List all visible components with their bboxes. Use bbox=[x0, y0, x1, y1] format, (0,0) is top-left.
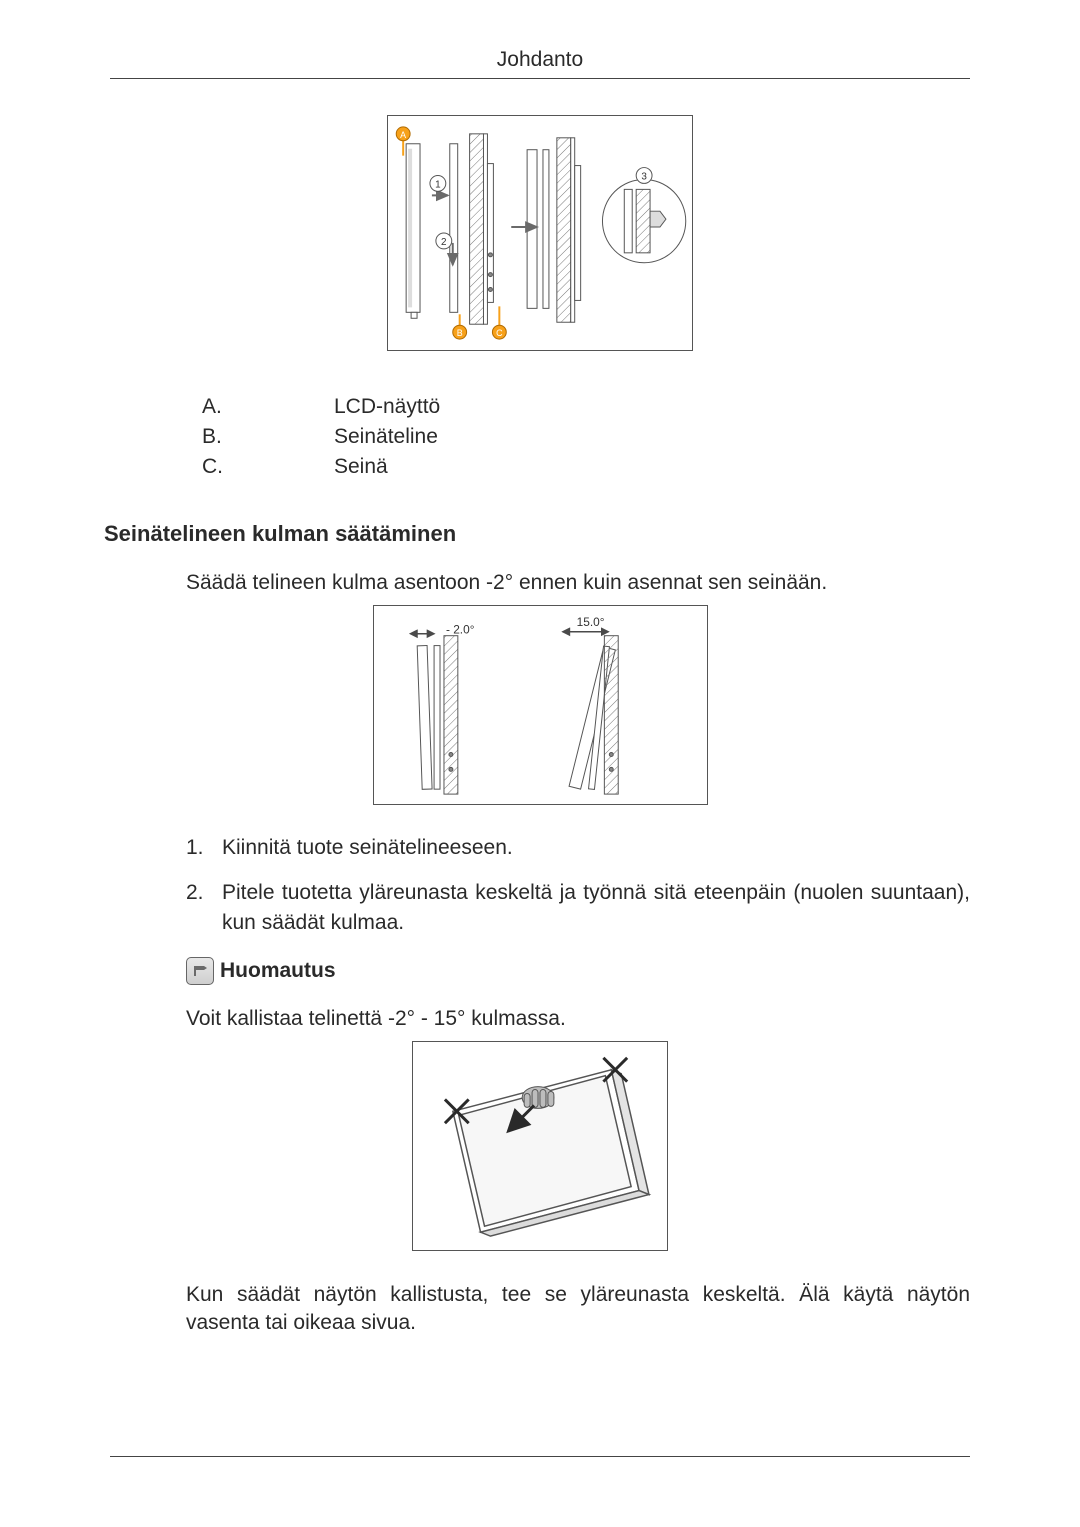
page-header: Johdanto bbox=[110, 48, 970, 79]
step-number: 2. bbox=[186, 878, 222, 939]
figure1-marker-c: C bbox=[496, 328, 503, 338]
intro-text: Säädä telineen kulma asentoon -2° ennen … bbox=[186, 569, 970, 597]
angle-neg-label: - 2.0° bbox=[445, 623, 474, 637]
step-number: 1. bbox=[186, 833, 222, 863]
note-row: Huomautus bbox=[186, 957, 970, 985]
step-item: 2. Pitele tuotetta yläreunasta keskeltä … bbox=[186, 878, 970, 939]
figure1-marker-b: B bbox=[457, 328, 463, 338]
document-page: Johdanto bbox=[0, 0, 1080, 1527]
figure-tilt-center bbox=[412, 1041, 668, 1251]
angle-pos-label: 15.0° bbox=[576, 615, 604, 629]
step-text: Kiinnitä tuote seinätelineeseen. bbox=[222, 833, 970, 863]
legend-letter: A. bbox=[202, 393, 332, 421]
legend-letter: B. bbox=[202, 423, 332, 451]
legend-label: Seinä bbox=[334, 453, 440, 481]
legend-label: Seinäteline bbox=[334, 423, 440, 451]
figure1-step-3: 3 bbox=[641, 171, 647, 182]
legend-row-c: C. Seinä bbox=[202, 453, 440, 481]
legend-label: LCD-näyttö bbox=[334, 393, 440, 421]
note-body: Voit kallistaa telinettä -2° - 15° kulma… bbox=[186, 1005, 970, 1033]
figure1-marker-a: A bbox=[400, 130, 406, 140]
legend-row-b: B. Seinäteline bbox=[202, 423, 440, 451]
figure-angle-adjust: - 2.0° 15.0° bbox=[373, 605, 708, 805]
footer-rule bbox=[110, 1456, 970, 1457]
section-heading: Seinätelineen kulman säätäminen bbox=[104, 521, 970, 547]
closing-text: Kun säädät näytön kallistusta, tee se yl… bbox=[186, 1281, 970, 1338]
figure-wall-mount-assembly: 1 2 A B C 3 bbox=[387, 115, 693, 351]
legend-letter: C. bbox=[202, 453, 332, 481]
step-text: Pitele tuotetta yläreunasta keskeltä ja … bbox=[222, 878, 970, 939]
figure1-step-1: 1 bbox=[435, 179, 441, 190]
note-icon bbox=[186, 957, 214, 985]
legend-row-a: A. LCD-näyttö bbox=[202, 393, 440, 421]
step-item: 1. Kiinnitä tuote seinätelineeseen. bbox=[186, 833, 970, 863]
legend-table: A. LCD-näyttö B. Seinäteline C. Seinä bbox=[200, 391, 442, 483]
note-label: Huomautus bbox=[220, 959, 336, 983]
figure1-step-2: 2 bbox=[441, 237, 447, 248]
steps-list: 1. Kiinnitä tuote seinätelineeseen. 2. P… bbox=[186, 833, 970, 938]
